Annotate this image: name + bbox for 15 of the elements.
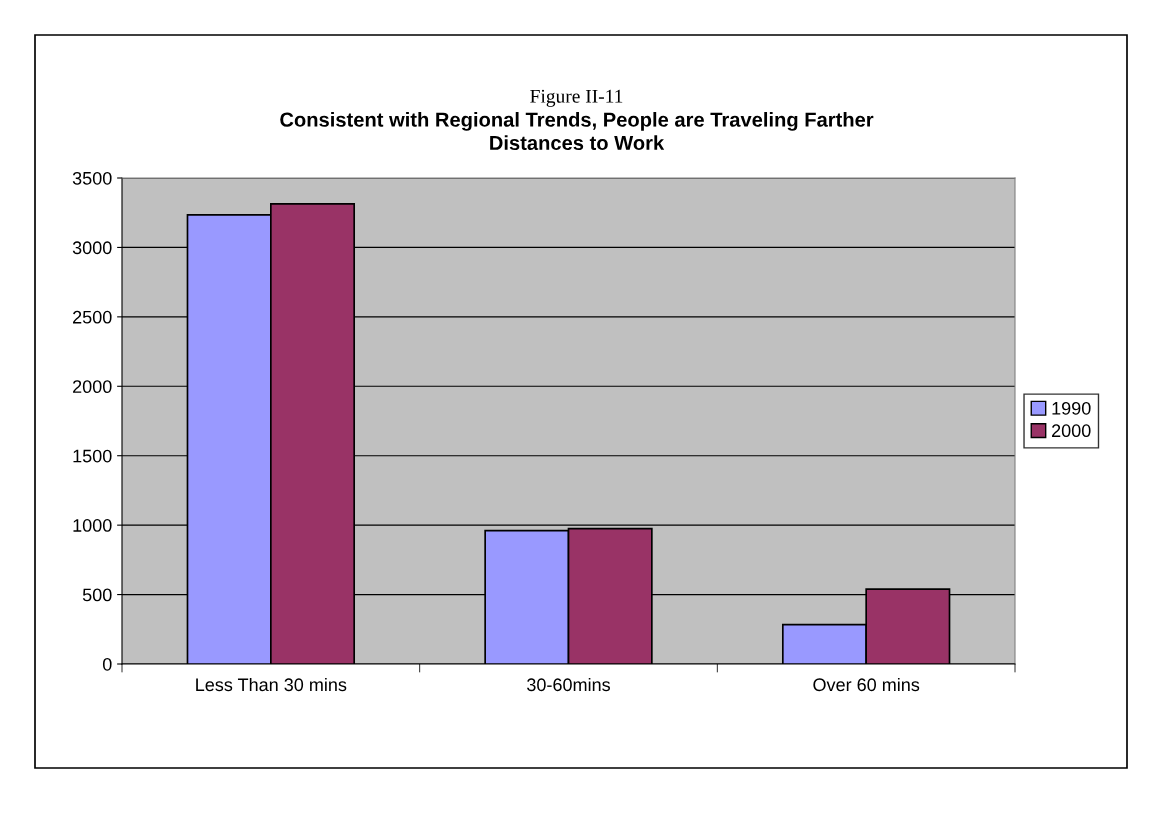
y-tick-label: 1000 <box>73 519 112 532</box>
chart-title: Figure II-11 <box>530 89 623 107</box>
y-tick-label: 1500 <box>73 449 112 463</box>
x-tick-label: Over 60 mins <box>813 677 920 692</box>
chart-subtitle: Consistent with Regional Trends, People are Traveling Farther Distances to Work <box>280 111 874 151</box>
y-tick-label: 3000 <box>72 241 112 255</box>
y-tick-label: 3500 <box>72 171 112 185</box>
y-tick-label: 0 <box>102 657 112 671</box>
y-tick-label: 2000 <box>73 380 112 394</box>
y-tick-label: 500 <box>82 588 112 602</box>
x-tick-label: Less Than 30 mins <box>196 677 347 692</box>
x-tick-label: 30-60mins <box>527 677 610 692</box>
legend-label: 2000 <box>1052 424 1091 438</box>
y-tick-label: 2500 <box>73 310 112 324</box>
legend-label: 1990 <box>1052 401 1091 415</box>
